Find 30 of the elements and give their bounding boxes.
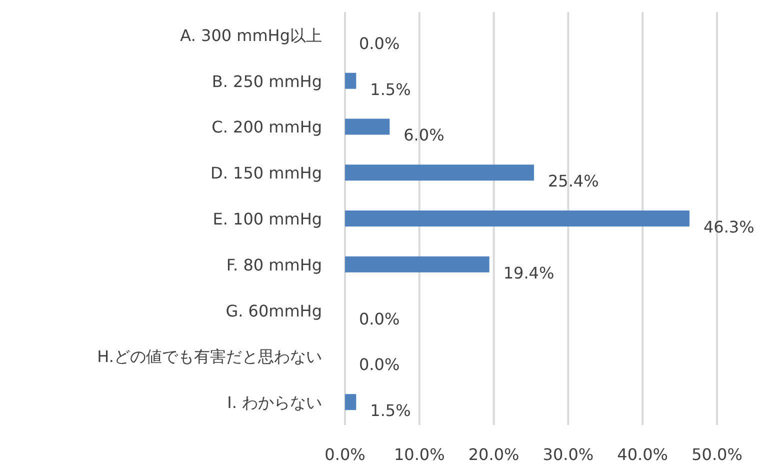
y-tick-label: G. 60mmHg (226, 301, 322, 320)
y-tick-label: A. 300 mmHg以上 (180, 26, 322, 45)
bar (345, 72, 356, 89)
data-label: 0.0% (359, 355, 400, 374)
bar (345, 164, 534, 181)
y-tick-label: C. 200 mmHg (212, 118, 322, 137)
data-label: 1.5% (370, 80, 411, 99)
x-tick-label: 0.0% (324, 445, 366, 464)
y-tick-label: B. 250 mmHg (212, 72, 322, 91)
y-tick-label: F. 80 mmHg (226, 255, 322, 274)
data-label: 1.5% (370, 401, 411, 420)
y-tick-label: D. 150 mmHg (210, 164, 322, 183)
x-tick-label: 40.0% (617, 445, 668, 464)
x-tick-label: 50.0% (692, 445, 742, 464)
data-label: 0.0% (359, 34, 400, 53)
y-tick-label: H.どの値でも有害だと思わない (97, 347, 322, 366)
data-label: 0.0% (359, 309, 400, 328)
data-label: 6.0% (404, 126, 444, 145)
x-tick-label: 30.0% (542, 445, 594, 464)
x-tick-label: 20.0% (468, 445, 520, 464)
data-label: 19.4% (503, 263, 554, 282)
y-tick-label: E. 100 mmHg (212, 210, 322, 228)
bar (345, 118, 390, 135)
data-label: 46.3% (703, 218, 754, 236)
bar (345, 210, 690, 226)
bar (345, 394, 356, 410)
y-tick-label: I. わからない (227, 393, 322, 412)
bar (345, 256, 490, 272)
data-label: 25.4% (548, 172, 599, 191)
x-tick-label: 10.0% (394, 445, 445, 464)
